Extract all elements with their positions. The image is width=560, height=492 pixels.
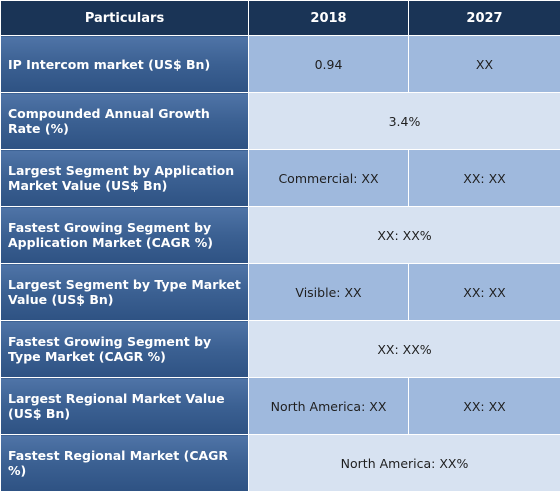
value-2027: XX: XX (409, 264, 560, 321)
merged-value: North America: XX% (249, 435, 560, 492)
table-row: Largest Segment by Application Market Va… (1, 150, 560, 207)
table-row: Fastest Regional Market (CAGR %) North A… (1, 435, 560, 492)
merged-value: XX: XX% (249, 207, 560, 264)
value-2027: XX: XX (409, 378, 560, 435)
row-label: Fastest Growing Segment by Type Market (… (1, 321, 249, 378)
header-2027: 2027 (409, 1, 560, 36)
value-2018: Commercial: XX (249, 150, 409, 207)
table-row: Fastest Growing Segment by Application M… (1, 207, 560, 264)
table-header-row: Particulars 2018 2027 (1, 1, 560, 36)
row-label: Fastest Growing Segment by Application M… (1, 207, 249, 264)
table-row: Compounded Annual Growth Rate (%) 3.4% (1, 93, 560, 150)
table-row: Largest Regional Market Value (US$ Bn) N… (1, 378, 560, 435)
value-2018: North America: XX (249, 378, 409, 435)
row-label: Largest Regional Market Value (US$ Bn) (1, 378, 249, 435)
table-row: Fastest Growing Segment by Type Market (… (1, 321, 560, 378)
row-label: Largest Segment by Application Market Va… (1, 150, 249, 207)
row-label: Compounded Annual Growth Rate (%) (1, 93, 249, 150)
header-particulars: Particulars (1, 1, 249, 36)
table-row: Largest Segment by Type Market Value (US… (1, 264, 560, 321)
table-row: IP Intercom market (US$ Bn) 0.94 XX (1, 36, 560, 93)
row-label: IP Intercom market (US$ Bn) (1, 36, 249, 93)
value-2027: XX: XX (409, 150, 560, 207)
merged-value: 3.4% (249, 93, 560, 150)
value-2018: 0.94 (249, 36, 409, 93)
value-2018: Visible: XX (249, 264, 409, 321)
header-2018: 2018 (249, 1, 409, 36)
row-label: Largest Segment by Type Market Value (US… (1, 264, 249, 321)
merged-value: XX: XX% (249, 321, 560, 378)
value-2027: XX (409, 36, 560, 93)
row-label: Fastest Regional Market (CAGR %) (1, 435, 249, 492)
